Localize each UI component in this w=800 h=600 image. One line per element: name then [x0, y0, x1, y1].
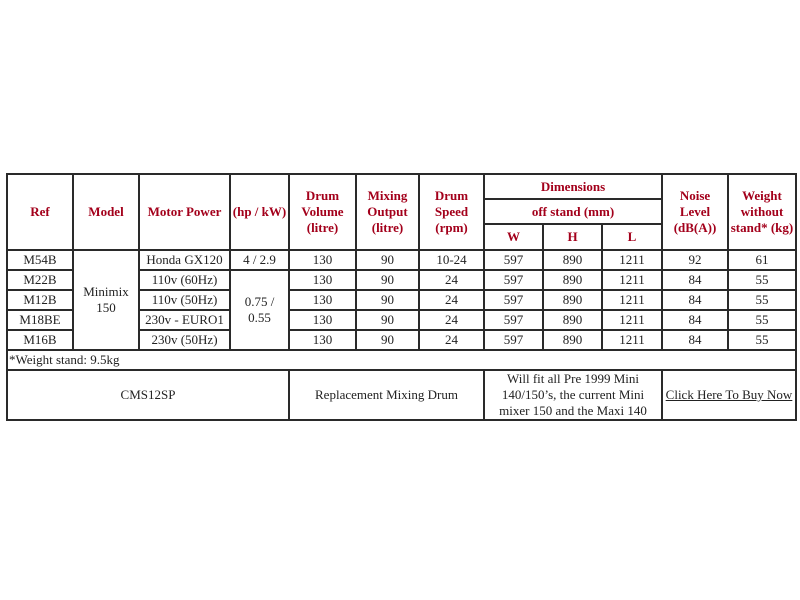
- table-row: M22B 110v (60Hz) 0.75 / 0.55 130 90 24 5…: [6, 269, 797, 351]
- cell-l: 1211: [601, 309, 663, 331]
- cell-output: 90: [355, 249, 420, 271]
- cell-speed: 10-24: [418, 249, 485, 271]
- header-h: H: [542, 223, 603, 251]
- header-l: L: [601, 223, 663, 251]
- cell-noise: 84: [661, 269, 729, 291]
- cell-speed: 24: [418, 269, 485, 291]
- cell-h: 890: [542, 269, 603, 291]
- header-noise-level: Noise Level (dB(A)): [661, 173, 729, 251]
- header-motor-power: Motor Power: [138, 173, 231, 251]
- cell-w: 597: [483, 289, 544, 311]
- cell-ref: M12B: [6, 289, 74, 311]
- product-spec-table: Ref Model Motor Power (hp / kW) Drum Vol…: [6, 173, 797, 421]
- cell-noise: 84: [661, 329, 729, 351]
- cell-motor: 230v (50Hz): [138, 329, 231, 351]
- header-drum-speed: Drum Speed (rpm): [418, 173, 485, 251]
- accessory-code: CMS12SP: [6, 369, 290, 421]
- accessory-row: CMS12SP Replacement Mixing Drum Will fit…: [6, 369, 797, 421]
- hp-shared-text: 0.75 / 0.55: [244, 294, 275, 325]
- note-row: *Weight stand: 9.5kg: [6, 349, 797, 371]
- cell-volume: 130: [288, 249, 357, 271]
- cell-motor: Honda GX120: [138, 249, 231, 271]
- header-weight: Weight without stand* (kg): [727, 173, 797, 251]
- cell-noise: 84: [661, 289, 729, 311]
- cell-hp: 4 / 2.9: [229, 249, 290, 271]
- table-row: M18BE 230v - EURO1 130 90 24 597 890 121…: [6, 309, 797, 331]
- cell-volume: 130: [288, 309, 357, 331]
- header-hp-kw: (hp / kW): [229, 173, 290, 251]
- cell-speed: 24: [418, 309, 485, 331]
- cell-motor: 110v (60Hz): [138, 269, 231, 291]
- cell-w: 597: [483, 309, 544, 331]
- accessory-name: Replacement Mixing Drum: [288, 369, 485, 421]
- cell-h: 890: [542, 249, 603, 271]
- cell-output: 90: [355, 269, 420, 291]
- cell-w: 597: [483, 249, 544, 271]
- header-model: Model: [72, 173, 140, 251]
- weight-stand-note: *Weight stand: 9.5kg: [6, 349, 797, 371]
- cell-l: 1211: [601, 329, 663, 351]
- header-off-stand: off stand (mm): [483, 198, 663, 225]
- header-dimensions: Dimensions: [483, 173, 663, 200]
- cell-speed: 24: [418, 289, 485, 311]
- cell-hp-shared: 0.75 / 0.55: [229, 269, 290, 351]
- cell-model: Minimix 150: [72, 249, 140, 351]
- cell-l: 1211: [601, 249, 663, 271]
- cell-w: 597: [483, 269, 544, 291]
- cell-motor: 230v - EURO1: [138, 309, 231, 331]
- cell-weight: 55: [727, 289, 797, 311]
- cell-weight: 55: [727, 309, 797, 331]
- cell-l: 1211: [601, 269, 663, 291]
- cell-h: 890: [542, 289, 603, 311]
- cell-w: 597: [483, 329, 544, 351]
- cell-motor: 110v (50Hz): [138, 289, 231, 311]
- cell-weight: 55: [727, 329, 797, 351]
- header-ref: Ref: [6, 173, 74, 251]
- cell-ref: M18BE: [6, 309, 74, 331]
- cell-weight: 61: [727, 249, 797, 271]
- cell-noise: 84: [661, 309, 729, 331]
- buy-now-link[interactable]: Click Here To Buy Now: [665, 387, 793, 402]
- header-w: W: [483, 223, 544, 251]
- cell-h: 890: [542, 309, 603, 331]
- cell-ref: M16B: [6, 329, 74, 351]
- cell-l: 1211: [601, 289, 663, 311]
- cell-volume: 130: [288, 289, 357, 311]
- cell-volume: 130: [288, 269, 357, 291]
- cell-weight: 55: [727, 269, 797, 291]
- cell-ref: M22B: [6, 269, 74, 291]
- accessory-fits: Will fit all Pre 1999 Mini 140/150’s, th…: [483, 369, 663, 421]
- cell-output: 90: [355, 329, 420, 351]
- cell-output: 90: [355, 309, 420, 331]
- table-row: M12B 110v (50Hz) 130 90 24 597 890 1211 …: [6, 289, 797, 311]
- cell-volume: 130: [288, 329, 357, 351]
- cell-ref: M54B: [6, 249, 74, 271]
- header-mixing-output: Mixing Output (litre): [355, 173, 420, 251]
- cell-h: 890: [542, 329, 603, 351]
- cell-output: 90: [355, 289, 420, 311]
- header-drum-volume: Drum Volume (litre): [288, 173, 357, 251]
- table-row: M54B Minimix 150 Honda GX120 4 / 2.9 130…: [6, 249, 797, 351]
- accessory-buy-cell: Click Here To Buy Now: [661, 369, 797, 421]
- cell-speed: 24: [418, 329, 485, 351]
- cell-noise: 92: [661, 249, 729, 271]
- table-row: M16B 230v (50Hz) 130 90 24 597 890 1211 …: [6, 329, 797, 351]
